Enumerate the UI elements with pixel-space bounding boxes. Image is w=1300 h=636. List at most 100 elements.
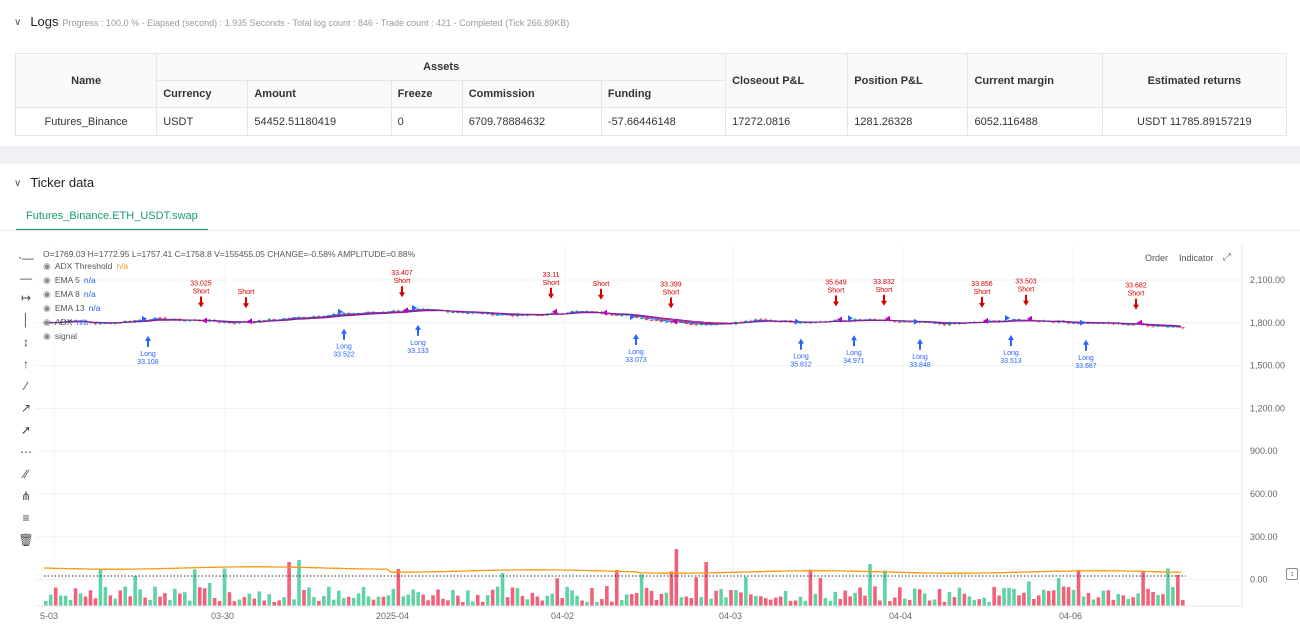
legend-adx[interactable]: ◉ ADX n/a <box>43 315 415 329</box>
volume-bar <box>739 592 743 606</box>
eye-icon[interactable]: ◉ <box>43 261 51 271</box>
volume-bar <box>1126 599 1130 606</box>
volume-bar <box>997 595 1001 606</box>
candle-body <box>451 311 455 313</box>
volume-bar <box>1066 587 1071 606</box>
volume-bar <box>386 595 391 606</box>
x-tick-label: 2025-04 <box>376 611 409 621</box>
legend-label: EMA 8 <box>54 289 80 299</box>
trend-line-icon[interactable]: ∕ <box>24 379 27 393</box>
legend-ema-13[interactable]: ◉ EMA 13 n/a <box>43 301 415 315</box>
volume-bar <box>68 599 73 606</box>
candle-body <box>744 320 748 323</box>
candle-body <box>396 310 401 312</box>
expand-icon[interactable]: ⤢ <box>1223 252 1231 263</box>
volume-bar <box>907 599 912 606</box>
fib-icon[interactable]: ⋯ <box>20 445 32 459</box>
volume-bar <box>262 600 267 606</box>
chevron-down-icon[interactable]: ∨ <box>14 17 22 28</box>
pitchfork-icon[interactable]: ⋔ <box>20 489 32 503</box>
order-button[interactable]: Order <box>1141 250 1173 266</box>
signal-value: 33.399 <box>660 282 682 289</box>
volume-bar <box>461 601 465 606</box>
volume-bar <box>823 598 828 606</box>
volume-bar <box>431 595 435 606</box>
candle-body <box>555 312 559 314</box>
price-chart[interactable]: Long33.108Short33.025ShortLong33.522Shor… <box>36 244 1300 624</box>
candle-body <box>1012 318 1016 321</box>
trend-ray-icon[interactable]: ➚ <box>20 423 32 437</box>
entry-marker <box>142 315 147 322</box>
trash-icon[interactable]: 🗑 <box>18 533 34 547</box>
volume-bar <box>858 587 862 606</box>
volume-bar <box>133 575 137 606</box>
signal-value: 33.687 <box>1075 363 1097 370</box>
volume-bar <box>436 589 440 606</box>
volume-bar <box>351 597 356 606</box>
volume-bar <box>1116 593 1121 606</box>
volume-bar <box>580 600 584 606</box>
vertical-segment-icon[interactable]: ↕ <box>23 335 29 349</box>
horizontal-line-icon[interactable]: — <box>20 271 32 285</box>
crosshair-icon[interactable]: ⋅— <box>18 251 34 265</box>
volume-bar <box>128 596 132 606</box>
volume-bar <box>540 600 545 606</box>
scale-reset-icon[interactable]: ↕ <box>1286 568 1298 580</box>
parallel-channel-icon[interactable]: ∕∕ <box>23 467 28 481</box>
volume-bar <box>1121 595 1126 606</box>
signal-label: Short <box>593 281 610 288</box>
indicator-button[interactable]: Indicator <box>1175 250 1218 266</box>
ticker-panel <box>0 164 1300 636</box>
chevron-down-icon[interactable]: ∨ <box>14 178 22 189</box>
volume-bar <box>103 586 108 606</box>
tab-eth-usdt-swap[interactable]: Futures_Binance.ETH_USDT.swap <box>16 203 208 231</box>
candle-body <box>932 322 937 324</box>
candle-body <box>942 324 947 326</box>
volume-bar <box>694 577 699 606</box>
volume-bar <box>441 598 445 606</box>
legend-ema-5[interactable]: ◉ EMA 5 n/a <box>43 273 415 287</box>
eye-icon[interactable]: ◉ <box>43 317 51 327</box>
exit-marker <box>1027 315 1032 322</box>
header-estimated-returns: Estimated returns <box>1101 53 1288 108</box>
eye-icon[interactable]: ◉ <box>43 303 51 313</box>
candle-body <box>649 319 654 321</box>
volume-bar <box>1042 589 1046 606</box>
legend-adx-threshold[interactable]: ◉ ADX Threshold n/a <box>43 259 415 273</box>
eye-icon[interactable]: ◉ <box>43 289 51 299</box>
horizontal-ray-icon[interactable]: ↦ <box>20 291 32 305</box>
volume-bar <box>873 586 877 606</box>
volume-bar <box>982 597 987 606</box>
chart-grid <box>36 244 1242 606</box>
candle-body <box>758 319 763 321</box>
legend-value: n/a <box>76 317 89 327</box>
volume-bar <box>1012 588 1016 606</box>
trend-segment-icon[interactable]: ↗ <box>20 401 32 415</box>
table-row: Futures_Binance USDT 54452.51180419 0 67… <box>14 107 1288 136</box>
signal-label: Long <box>628 349 644 356</box>
ticker-header[interactable]: ∨ Ticker data <box>14 175 94 190</box>
signal-value: 33.682 <box>1125 283 1147 290</box>
volume-bar <box>475 594 480 606</box>
volume-bar <box>366 596 371 606</box>
volume-bar <box>565 586 569 606</box>
volume-bar <box>168 600 172 606</box>
entry-marker <box>795 318 800 325</box>
legend-signal[interactable]: ◉ signal <box>43 329 415 343</box>
logs-header[interactable]: ∨ Logs Progress : 100.0 % - Elapsed (sec… <box>14 14 569 29</box>
legend-ema-8[interactable]: ◉ EMA 8 n/a <box>43 287 415 301</box>
eye-icon[interactable]: ◉ <box>43 275 51 285</box>
volume-bar <box>336 590 341 606</box>
candle-body <box>183 320 187 322</box>
volume-bar <box>848 596 852 606</box>
y-tick-label: 600.00 <box>1250 489 1278 499</box>
volume-bar <box>252 598 257 606</box>
volume-bar <box>173 588 177 606</box>
candle-body <box>138 319 142 321</box>
eye-icon[interactable]: ◉ <box>43 331 51 341</box>
vertical-line-icon[interactable]: │ <box>22 313 30 327</box>
cell-estimated-returns: USDT 11785.89157219 <box>1101 107 1288 136</box>
layers-icon[interactable]: ≡ <box>22 511 30 525</box>
vertical-ray-icon[interactable]: ↑ <box>23 357 29 371</box>
volume-bar <box>163 593 167 606</box>
